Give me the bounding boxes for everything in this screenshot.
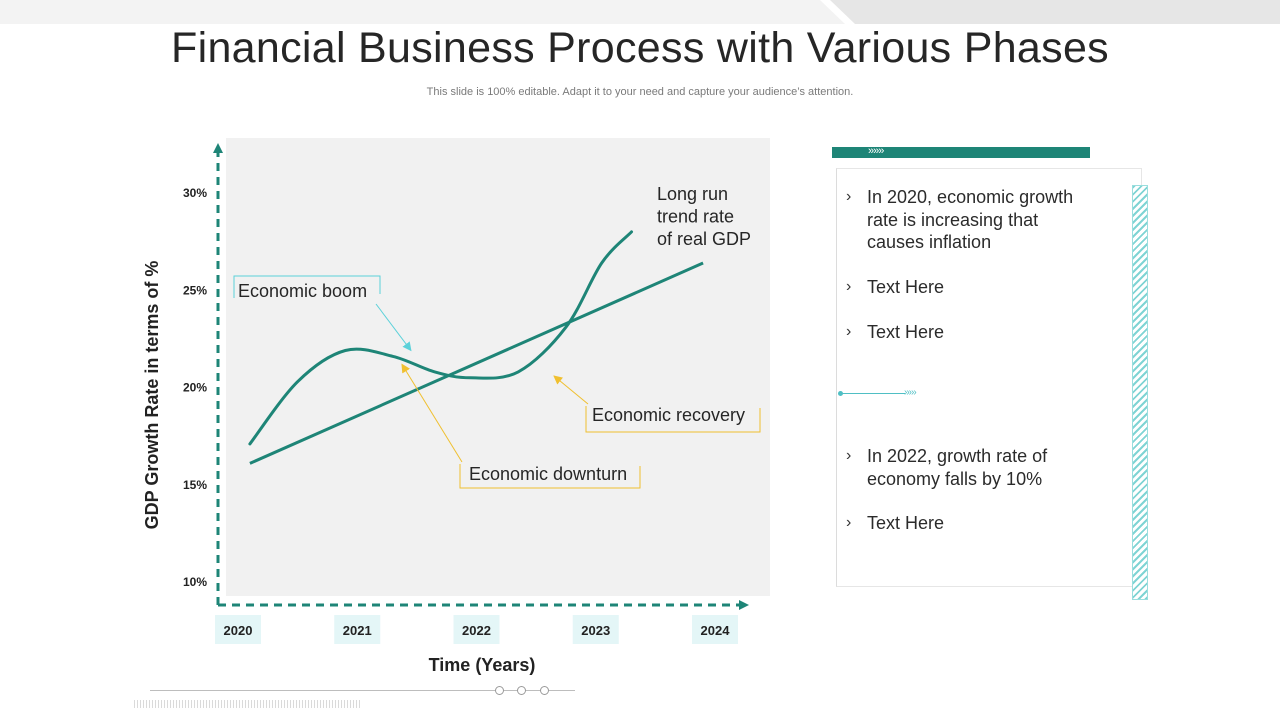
footer-hatch [134, 700, 360, 708]
divider-line [841, 393, 905, 394]
boom-arrow [375, 303, 412, 352]
bullet-text: Text Here [867, 513, 945, 533]
x-tick-tab [215, 615, 261, 644]
bullet-text: In 2020, economic growth rate is increas… [867, 187, 1074, 252]
trend-label: trend rate [657, 207, 734, 227]
footer-line [150, 690, 575, 691]
x-tick-label: 2024 [701, 623, 731, 638]
y-tick-label: 20% [183, 381, 207, 395]
recovery-arrow [553, 375, 589, 405]
downturn-label: Economic downturn [469, 464, 627, 484]
downturn-arrow [401, 363, 463, 463]
y-axis-title: GDP Growth Rate in terms of % [142, 261, 162, 530]
x-tick-label: 2023 [581, 623, 610, 638]
footer-dot [517, 686, 526, 695]
boom-box [233, 275, 381, 298]
downturn-box [459, 464, 641, 489]
chevron-right-icon: › [846, 188, 852, 205]
page-subtitle: This slide is 100% editable. Adapt it to… [426, 86, 854, 98]
chevrons-icon: »»» [868, 145, 884, 157]
striped-accent [1132, 185, 1148, 600]
y-tick-label: 25% [183, 283, 207, 297]
panel-header-bar: »»» [832, 145, 1090, 158]
x-tick-tab [692, 615, 738, 644]
x-tick-tab [334, 615, 381, 644]
footer-dot [495, 686, 504, 695]
divider-dot [838, 391, 843, 396]
chevron-right-icon: › [846, 514, 852, 531]
bullet-text: Text Here [867, 322, 945, 342]
recovery-label: Economic recovery [592, 405, 745, 425]
x-tick-label: 2021 [343, 623, 372, 638]
x-tick-label: 2022 [462, 623, 491, 638]
trend-label: Long run [657, 184, 728, 204]
trend-label: of real GDP [657, 229, 751, 249]
y-tick-label: 10% [183, 575, 207, 589]
x-axis-title: Time (Years) [429, 655, 536, 675]
panel-divider [838, 391, 908, 396]
footer-dot [540, 686, 549, 695]
y-tick-label: 30% [183, 186, 207, 200]
divider-chevrons-icon: ››››› [904, 387, 917, 398]
info-panel [836, 168, 1142, 587]
x-tick-tab [572, 615, 619, 644]
trend-line [249, 261, 704, 465]
chevron-right-icon: › [846, 278, 852, 295]
chevron-right-icon: › [846, 447, 852, 464]
x-tick-label: 2020 [224, 623, 253, 638]
chevron-right-icon: › [846, 323, 852, 340]
business-cycle-curve [248, 230, 633, 446]
bullet-text: In 2022, growth rate of economy falls by… [867, 446, 1048, 489]
top-decoration [0, 0, 1280, 24]
x-tick-tab [453, 615, 500, 644]
recovery-box [585, 406, 761, 433]
page-title: Financial Business Process with Various … [171, 24, 1109, 72]
y-tick-label: 15% [183, 478, 207, 492]
bullet-text: Text Here [867, 277, 945, 297]
boom-label: Economic boom [238, 281, 367, 301]
